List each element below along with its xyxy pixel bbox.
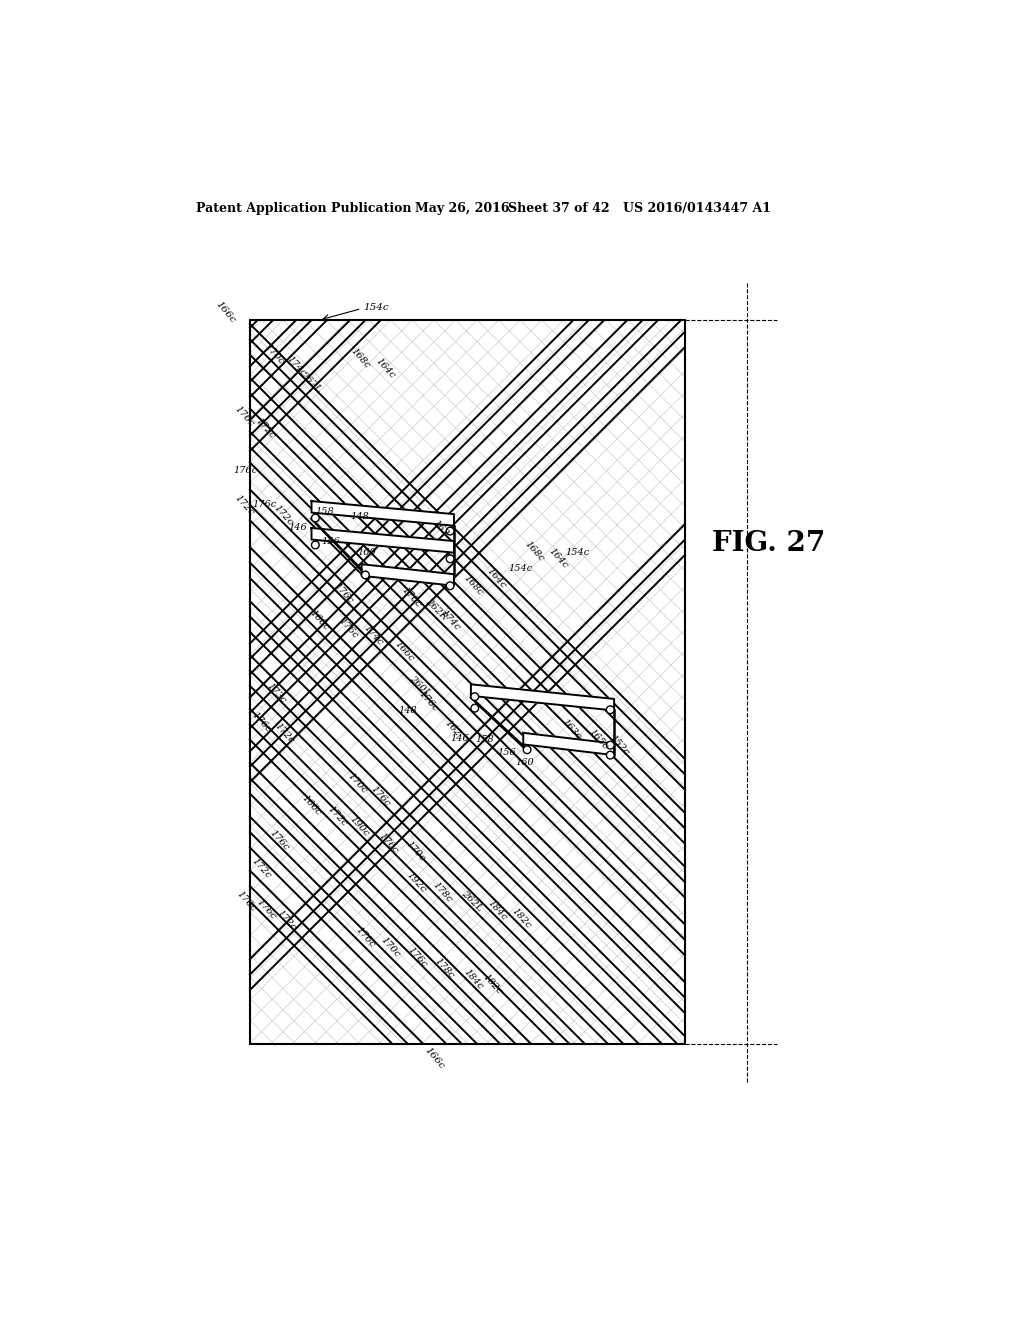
Text: 184c: 184c [486,899,509,923]
Text: 176c: 176c [255,898,279,921]
Text: 148: 148 [350,512,369,521]
Text: Sheet 37 of 42: Sheet 37 of 42 [508,202,609,215]
Text: 172c: 172c [233,492,256,517]
Text: 148: 148 [398,706,417,715]
Text: 176c: 176c [417,689,440,713]
Text: 162: 162 [442,718,462,738]
Text: 184c: 184c [462,968,484,991]
Text: 176c: 176c [333,581,355,606]
Text: 158: 158 [475,735,495,744]
Text: 178c: 178c [431,880,454,904]
Text: 176c: 176c [250,710,272,734]
Circle shape [606,706,614,714]
Text: 174c: 174c [361,624,384,648]
Text: 172c: 172c [326,805,349,829]
Polygon shape [523,733,614,755]
Text: 176c: 176c [267,828,291,851]
Text: 170c: 170c [379,936,402,960]
Text: 146: 146 [289,524,307,532]
Text: 158: 158 [315,507,334,516]
Text: May 26, 2016: May 26, 2016 [416,202,510,215]
Text: 163c: 163c [560,718,583,742]
Text: FIG. 27: FIG. 27 [712,529,825,557]
Text: 182c: 182c [509,907,532,931]
Text: 162: 162 [431,517,451,539]
Text: 190c: 190c [348,814,371,838]
Text: 170c: 170c [263,343,286,367]
Text: 164c: 164c [547,546,569,570]
Text: 154c: 154c [565,548,590,557]
Polygon shape [311,502,454,525]
Text: 262L: 262L [298,370,323,393]
Text: 176c: 176c [370,784,392,808]
Circle shape [361,572,370,578]
Text: 160: 160 [515,759,535,767]
Text: 262L: 262L [460,890,484,913]
Text: 174c: 174c [438,609,462,632]
Text: 164c: 164c [374,356,396,380]
Text: 176c: 176c [233,466,257,475]
Text: 164c: 164c [484,566,508,590]
Text: 262R: 262R [423,597,449,622]
Text: 192c: 192c [404,870,428,894]
Text: 168c: 168c [462,574,484,598]
Circle shape [471,693,478,701]
Circle shape [446,582,454,590]
Circle shape [446,527,454,535]
Circle shape [311,513,319,521]
Text: 168c: 168c [523,539,546,564]
Text: 176c: 176c [407,945,429,970]
Text: 176c: 176c [377,832,400,855]
Text: Patent Application Publication: Patent Application Publication [196,202,412,215]
Text: 166c: 166c [423,1045,446,1071]
Text: 170c: 170c [400,585,423,610]
Text: 172c: 172c [275,908,298,933]
Text: 172c: 172c [250,857,272,880]
Text: 172c: 172c [271,504,294,528]
Text: 176c: 176c [337,616,359,640]
Bar [250,321,685,1044]
Text: 170c: 170c [346,772,369,796]
Text: 166c: 166c [214,300,238,325]
Polygon shape [361,564,454,586]
Text: 160: 160 [357,548,377,557]
Text: 154c: 154c [364,302,389,312]
Circle shape [523,746,531,754]
Text: 176c: 176c [234,890,257,913]
Text: 260L: 260L [408,673,432,698]
Text: 170c: 170c [403,840,427,863]
Text: 176c: 176c [233,404,256,429]
Text: 174c: 174c [285,354,307,379]
Text: 156: 156 [497,748,516,758]
Text: 152c: 152c [608,733,631,758]
Circle shape [446,554,454,562]
Text: 165c: 165c [587,727,610,752]
Text: 166c: 166c [300,793,323,817]
Text: 172c: 172c [254,416,276,440]
Polygon shape [471,684,614,710]
Text: 178c: 178c [432,957,456,981]
Text: 156: 156 [322,537,340,546]
Text: US 2016/0143447 A1: US 2016/0143447 A1 [624,202,771,215]
Text: 176c: 176c [252,500,276,510]
Circle shape [471,705,478,711]
Text: 173c: 173c [265,681,288,706]
Text: 168c: 168c [348,347,372,371]
Text: 176c: 176c [354,925,377,949]
Polygon shape [311,528,454,553]
Text: 166c: 166c [392,639,416,663]
Text: 182c: 182c [481,972,504,995]
Circle shape [606,742,614,748]
Text: 154c: 154c [508,564,532,573]
Text: 146: 146 [451,734,469,743]
Bar [250,321,685,1044]
Circle shape [311,541,319,549]
Text: 172c: 172c [273,722,296,746]
Circle shape [606,751,614,759]
Text: 166c: 166c [307,609,331,632]
